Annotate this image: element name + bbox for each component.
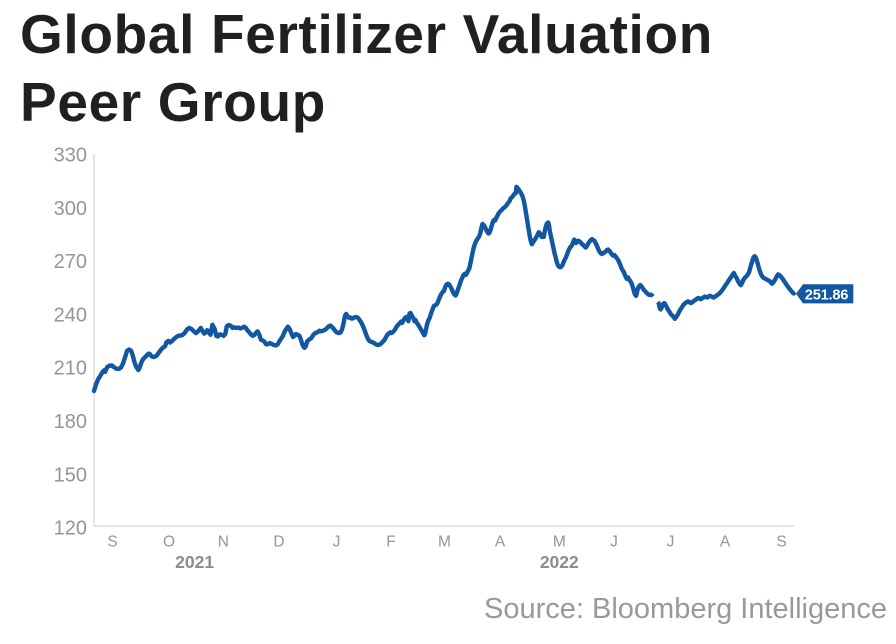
svg-text:J: J — [667, 533, 675, 550]
svg-text:2022: 2022 — [540, 552, 579, 572]
svg-text:F: F — [386, 533, 395, 550]
svg-text:2021: 2021 — [175, 552, 214, 572]
svg-text:251.86: 251.86 — [805, 287, 849, 303]
svg-text:M: M — [553, 533, 566, 550]
svg-text:D: D — [273, 533, 284, 550]
svg-text:210: 210 — [54, 358, 87, 380]
svg-text:S: S — [107, 533, 117, 550]
svg-text:A: A — [495, 533, 506, 550]
svg-text:S: S — [776, 533, 786, 550]
svg-text:150: 150 — [54, 464, 87, 486]
svg-text:M: M — [438, 533, 451, 550]
svg-text:270: 270 — [54, 251, 87, 273]
svg-text:300: 300 — [54, 198, 87, 220]
svg-text:O: O — [163, 533, 175, 550]
svg-text:J: J — [333, 533, 341, 550]
svg-text:240: 240 — [54, 304, 87, 326]
svg-text:N: N — [218, 533, 229, 550]
svg-text:120: 120 — [54, 518, 87, 540]
svg-text:A: A — [720, 533, 731, 550]
svg-text:330: 330 — [54, 145, 87, 167]
svg-text:J: J — [610, 533, 618, 550]
svg-text:180: 180 — [54, 411, 87, 433]
